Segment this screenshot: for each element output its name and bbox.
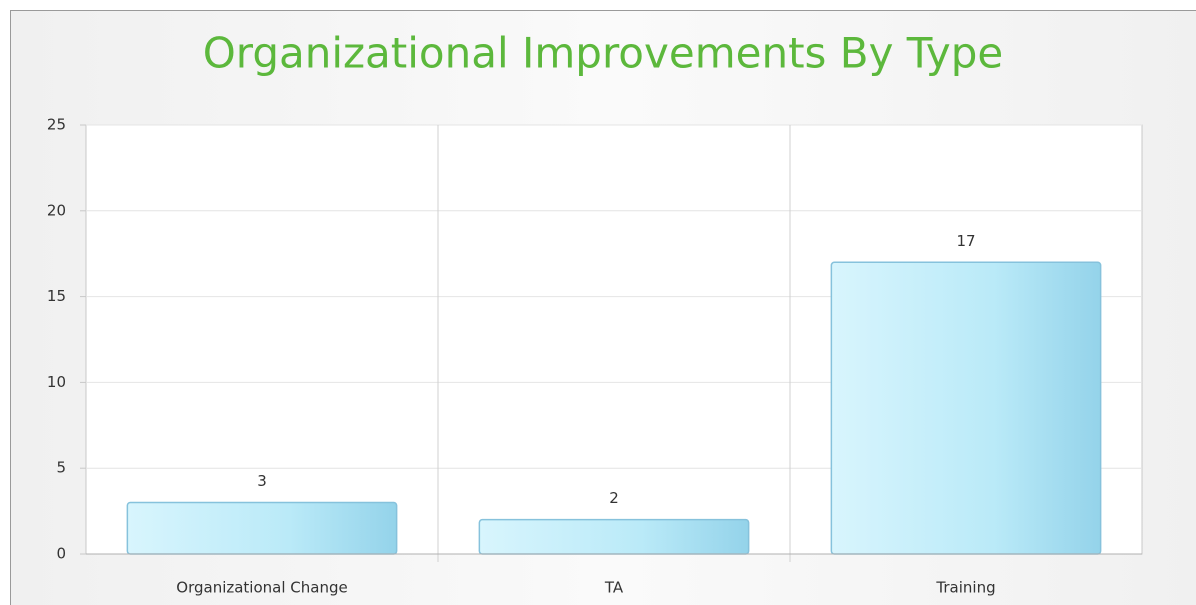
y-tick-label: 20 xyxy=(47,201,66,219)
y-tick-label: 15 xyxy=(47,287,66,305)
data-label: 17 xyxy=(956,232,975,250)
x-tick-label: TA xyxy=(604,579,624,597)
chart-title: Organizational Improvements By Type xyxy=(203,29,1004,78)
data-label: 2 xyxy=(609,489,619,507)
bar xyxy=(126,501,398,555)
data-label: 3 xyxy=(257,472,267,490)
bar xyxy=(478,518,750,555)
x-tick-label: Training xyxy=(935,579,995,597)
y-tick-label: 25 xyxy=(47,116,66,134)
y-tick-label: 5 xyxy=(56,459,66,477)
x-tick-label: Organizational Change xyxy=(176,579,347,597)
y-tick-label: 0 xyxy=(56,545,66,563)
y-tick-label: 10 xyxy=(47,373,66,391)
bar xyxy=(830,261,1102,555)
